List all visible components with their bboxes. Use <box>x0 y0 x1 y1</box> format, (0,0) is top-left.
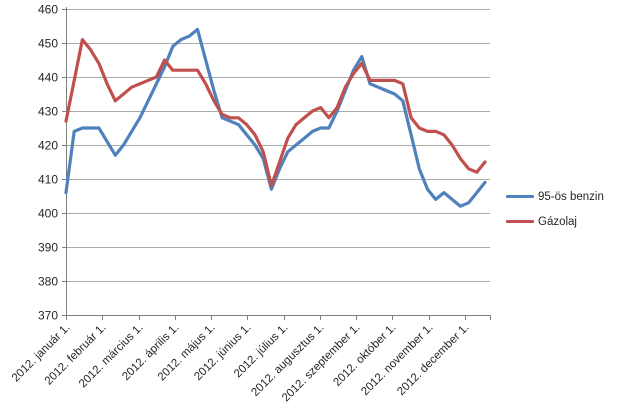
x-axis-label: 2012. február 1. <box>43 322 109 388</box>
y-axis-label: 460 <box>38 3 58 17</box>
chart-legend: 95-ös benzin Gázolaj <box>506 184 604 234</box>
y-axis-label: 390 <box>38 241 58 255</box>
y-axis-label: 380 <box>38 275 58 289</box>
x-axis-label: 2012. március 1. <box>77 322 146 391</box>
legend-swatch-gazolaj-line <box>506 220 534 223</box>
y-axis-label: 420 <box>38 139 58 153</box>
y-axis-label: 450 <box>38 37 58 51</box>
series-line-benzin <box>64 27 487 208</box>
y-axis-label: 400 <box>38 207 58 221</box>
legend-label-gazolaj: Gázolaj <box>538 215 577 228</box>
legend-item-gazolaj: Gázolaj <box>506 209 604 234</box>
legend-swatch-benzin-line <box>506 195 534 198</box>
series-line-gazolaj <box>64 37 487 188</box>
legend-item-benzin: 95-ös benzin <box>506 184 604 209</box>
x-axis-label: 2012. október 1. <box>331 322 398 389</box>
legend-label-benzin: 95-ös benzin <box>538 190 604 203</box>
y-axis-label: 410 <box>38 173 58 187</box>
x-axis-label: 2012. december 1. <box>395 322 471 398</box>
y-axis-label: 440 <box>38 71 58 85</box>
y-axis-label: 370 <box>38 309 58 323</box>
y-axis-label: 430 <box>38 105 58 119</box>
